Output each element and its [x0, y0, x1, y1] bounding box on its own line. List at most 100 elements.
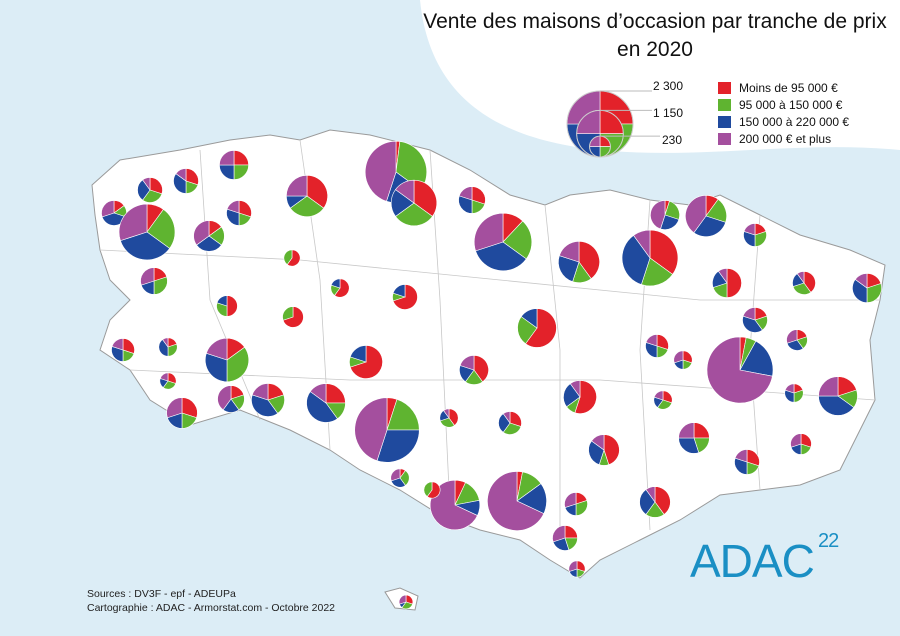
pie-slice — [653, 390, 664, 401]
pie-slice — [118, 203, 148, 242]
pie-chart — [639, 486, 671, 518]
pie-slice — [852, 279, 868, 303]
pie-slice — [633, 229, 651, 259]
pie-chart — [706, 336, 774, 404]
title-line-1: Vente des maisons d’occasion par tranche… — [423, 10, 887, 33]
pie-slice — [796, 271, 805, 284]
pie-slice — [473, 212, 504, 252]
logo-number: 22 — [818, 530, 839, 552]
pie-chart — [743, 223, 767, 247]
pie-chart — [786, 329, 808, 351]
pie-slice — [568, 560, 578, 572]
pie-chart — [217, 385, 245, 413]
pie-chart — [173, 168, 199, 194]
legend-item: Moins de 95 000 € — [718, 79, 849, 96]
pie-slice — [818, 395, 855, 416]
pie-chart — [204, 337, 250, 383]
pie-chart — [390, 179, 438, 227]
pie-chart — [226, 200, 252, 226]
pie-slice — [564, 492, 577, 508]
pie-slice — [603, 434, 620, 466]
pie-slice — [306, 175, 328, 209]
pie-chart — [653, 390, 673, 410]
pie-chart — [621, 229, 679, 287]
pie-slice — [459, 355, 475, 371]
pie-slice — [475, 241, 527, 272]
pie-chart — [568, 560, 586, 578]
pie-chart — [219, 150, 249, 180]
title-line-2: en 2020 — [617, 38, 693, 61]
legend-item: 95 000 à 150 000 € — [718, 96, 849, 113]
pie-slice — [588, 440, 605, 466]
pie-chart — [283, 249, 301, 267]
pie-chart — [423, 481, 441, 499]
pie-chart — [459, 355, 489, 385]
pie-slice — [111, 338, 124, 351]
pie-chart — [734, 449, 760, 475]
pie-chart — [137, 177, 163, 203]
pie-slice — [398, 594, 407, 605]
pie-slice — [205, 337, 228, 361]
pie-slice — [552, 525, 566, 543]
pie-slice — [217, 385, 232, 411]
pie-slice — [395, 179, 415, 204]
legend-label: 200 000 € et plus — [739, 131, 832, 146]
size-legend-circle — [589, 135, 660, 158]
pie-chart — [111, 338, 135, 362]
pie-slice — [685, 195, 707, 234]
pie-slice — [226, 295, 238, 317]
pie-slice — [216, 295, 228, 307]
pie-slice — [330, 278, 341, 289]
pie-slice — [645, 486, 656, 503]
size-label-mid: 1 150 — [653, 106, 684, 120]
pie-slice — [142, 177, 151, 191]
pie-chart — [140, 267, 168, 295]
pie-slice — [854, 273, 868, 289]
pie-slice — [558, 255, 580, 283]
pie-chart — [790, 433, 812, 455]
legend: Moins de 95 000 € 95 000 à 150 000 € 150… — [718, 79, 849, 147]
pie-slice — [818, 376, 839, 397]
legend-swatch — [718, 115, 731, 128]
pie-chart — [588, 434, 620, 466]
pie-slice — [558, 241, 580, 263]
pie-slice — [739, 340, 774, 377]
legend-item: 150 000 à 220 000 € — [718, 113, 849, 130]
pie-chart — [158, 337, 178, 357]
pie-slice — [458, 195, 473, 214]
pie-slice — [678, 422, 695, 439]
legend-label: 150 000 à 220 000 € — [739, 114, 850, 129]
legend-label: 95 000 à 150 000 € — [739, 97, 843, 112]
pie-slice — [251, 383, 269, 401]
size-label-min: 230 — [662, 133, 683, 147]
pie-chart — [473, 212, 533, 272]
pie-slice — [120, 231, 171, 261]
pie-chart — [678, 422, 710, 454]
pie-chart — [216, 295, 238, 317]
pie-slice — [487, 471, 545, 531]
pie-slice — [790, 433, 802, 448]
pie-slice — [386, 398, 420, 431]
pie-chart — [498, 411, 522, 435]
pie-slice — [193, 220, 210, 246]
pie-chart — [286, 175, 328, 217]
pie-chart — [685, 195, 727, 237]
pie-slice — [349, 345, 367, 363]
legend-item: 200 000 € et plus — [718, 130, 849, 147]
pie-chart — [487, 471, 547, 531]
map-title: Vente des maisons d’occasion par tranche… — [410, 8, 900, 64]
pie-slice — [678, 437, 700, 454]
pie-slice — [654, 486, 671, 515]
pie-slice — [226, 200, 240, 214]
pie-slice — [784, 383, 795, 394]
pie-slice — [569, 380, 581, 398]
pie-chart — [390, 468, 410, 488]
pie-chart — [349, 345, 383, 379]
pie-slice — [306, 391, 338, 423]
pie-slice — [520, 308, 538, 329]
pie-chart — [650, 200, 680, 230]
pie-slice — [645, 334, 658, 347]
pie-slice — [286, 249, 301, 267]
pie-slice — [502, 220, 533, 260]
sources-text: Sources : DV3F - epf - ADEUPa — [87, 588, 236, 600]
